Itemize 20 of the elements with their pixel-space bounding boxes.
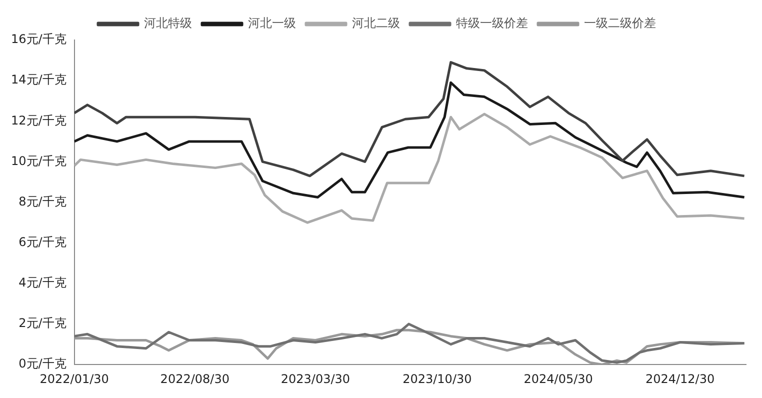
legend-label: 特级一级价差 xyxy=(456,16,528,30)
y-tick-label: 8元/千克 xyxy=(18,194,66,208)
x-tick-label: 2023/03/30 xyxy=(280,372,350,386)
y-tick-label: 4元/千克 xyxy=(18,276,66,290)
legend-label: 一级二级价差 xyxy=(584,16,656,30)
y-tick-label: 0元/千克 xyxy=(18,356,66,371)
x-tick-label: 2022/01/30 xyxy=(40,372,109,386)
legend-label: 河北二级 xyxy=(352,16,400,30)
legend-label: 河北特级 xyxy=(144,16,192,30)
y-tick-label: 10元/千克 xyxy=(11,154,66,168)
y-tick-label: 16元/千克 xyxy=(11,32,66,46)
legend-label: 河北一级 xyxy=(248,16,296,30)
x-tick-label: 2024/12/30 xyxy=(645,372,715,386)
y-tick-label: 6元/千克 xyxy=(18,235,66,249)
y-tick-label: 2元/千克 xyxy=(18,316,66,330)
y-tick-label: 14元/千克 xyxy=(11,72,66,87)
y-tick-label: 12元/千克 xyxy=(11,113,66,128)
x-tick-label: 2023/10/30 xyxy=(402,372,472,386)
x-tick-label: 2022/08/30 xyxy=(160,372,230,386)
x-tick-label: 2024/05/30 xyxy=(524,372,593,386)
